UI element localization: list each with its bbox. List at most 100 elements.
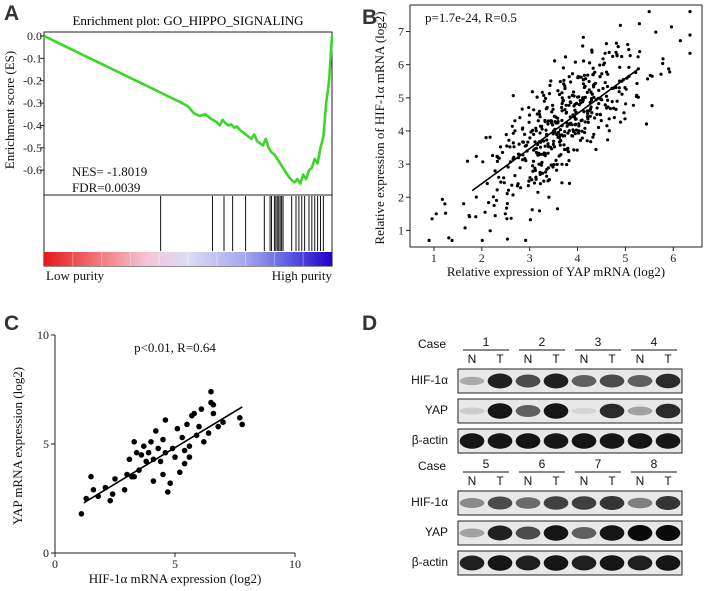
scatter-b-point [444, 211, 448, 215]
scatter-b-point [530, 90, 535, 94]
scatter-b-point [484, 136, 488, 140]
blot-lane-label: T [496, 474, 504, 488]
scatter-b-point [499, 180, 503, 184]
scatter-c-point [107, 497, 113, 504]
blot-band [459, 555, 485, 571]
scatter-b-point [562, 78, 566, 82]
scatter-c-point [172, 454, 178, 460]
gsea-es-curve [43, 34, 334, 185]
scatter-b-point [546, 119, 551, 123]
scatter-b-point [622, 111, 626, 115]
scatter-b-point [546, 179, 550, 183]
scatter-b-point [520, 158, 525, 162]
blot-band [543, 373, 569, 389]
scatter-c-ytick-label: 5 [43, 437, 49, 451]
blot-row-label: β-actin [412, 555, 448, 569]
scatter-b-point [474, 195, 478, 199]
legend-low-purity: Low purity [46, 268, 105, 283]
scatter-b-point [506, 188, 511, 192]
blot-band [515, 497, 541, 509]
scatter-b-point [586, 112, 590, 116]
scatter-b-point [532, 132, 536, 136]
scatter-b-point [545, 174, 549, 178]
scatter-b-point [545, 138, 549, 142]
scatter-b-point [607, 129, 611, 133]
scatter-b-point [581, 44, 585, 48]
scatter-b-point [554, 158, 558, 162]
scatter-b-point [607, 50, 611, 55]
scatter-b-point [542, 93, 546, 97]
scatter-b-xtick-label: 4 [575, 251, 581, 265]
scatter-b-point [527, 179, 531, 183]
scatter-b-point [536, 119, 540, 123]
scatter-b-point [523, 157, 527, 161]
scatter-c-point [220, 419, 226, 426]
scatter-b-point [615, 99, 619, 103]
scatter-b-point [513, 174, 517, 178]
scatter-b-point [529, 130, 533, 134]
blot-band [571, 407, 597, 415]
scatter-b-point [580, 136, 584, 140]
scatter-b-point [586, 120, 590, 124]
scatter-b-point [558, 128, 563, 132]
scatter-b-point [552, 139, 556, 143]
blot-row-label: β-actin [412, 433, 448, 447]
scatter-c-point [102, 484, 109, 491]
scatter-b-point [598, 113, 603, 117]
scatter-b-point [434, 212, 438, 216]
scatter-c-point [177, 469, 183, 476]
scatter-b-point [595, 112, 599, 116]
scatter-b-point [523, 132, 527, 136]
scatter-b-point [565, 124, 569, 128]
scatter-b-point [598, 63, 602, 67]
scatter-b-point [532, 181, 537, 185]
scatter-b-ytick-label: 4 [398, 124, 404, 138]
scatter-b-fit-line [471, 67, 641, 192]
purity-band-separators [72, 252, 304, 266]
scatter-c-point [121, 487, 128, 493]
panel-d-label: D [362, 312, 377, 335]
scatter-b-point [540, 124, 544, 128]
scatter-c-xtick-label: 0 [52, 557, 58, 571]
panel-c-label: C [4, 312, 19, 335]
scatter-b-point [587, 79, 591, 84]
scatter-b-point [604, 70, 609, 74]
scatter-b-point [598, 75, 602, 79]
scatter-b-point [543, 144, 547, 148]
scatter-b-point [573, 103, 577, 107]
scatter-c-point [186, 443, 193, 450]
scatter-c-point [90, 487, 97, 493]
scatter-b-point [505, 202, 509, 206]
scatter-b-point [505, 206, 509, 210]
scatter-c-point [131, 473, 137, 480]
scatter-b-point [611, 54, 615, 59]
scatter-b-point [688, 51, 692, 55]
scatter-b-point [605, 124, 609, 128]
scatter-b-point [546, 122, 550, 126]
scatter-b-point [557, 140, 562, 144]
scatter-b-point [551, 123, 555, 127]
blot-band [655, 373, 681, 389]
blot-case-label: Case [418, 337, 446, 351]
scatter-b-point [546, 142, 550, 146]
scatter-b-point [567, 75, 571, 79]
scatter-b-point [597, 102, 601, 106]
scatter-b-point [569, 121, 573, 125]
scatter-c-ytick-label: 10 [37, 328, 49, 342]
blot-band [543, 496, 569, 510]
blot-band [627, 406, 653, 416]
scatter-c-point [155, 445, 161, 452]
blot-row-label: HIF-1α [411, 373, 448, 387]
scatter-c-point [201, 439, 207, 445]
scatter-b-point [628, 54, 632, 58]
scatter-b-point [544, 107, 548, 111]
scatter-b-point [661, 57, 665, 61]
scatter-c-point [186, 454, 193, 460]
scatter-b-point [612, 116, 617, 120]
blot-lane-label: T [552, 474, 560, 488]
scatter-b-point [542, 179, 546, 183]
scatter-b-point [538, 172, 542, 176]
panel-b-label: B [362, 6, 377, 29]
scatter-b-point [588, 107, 593, 111]
